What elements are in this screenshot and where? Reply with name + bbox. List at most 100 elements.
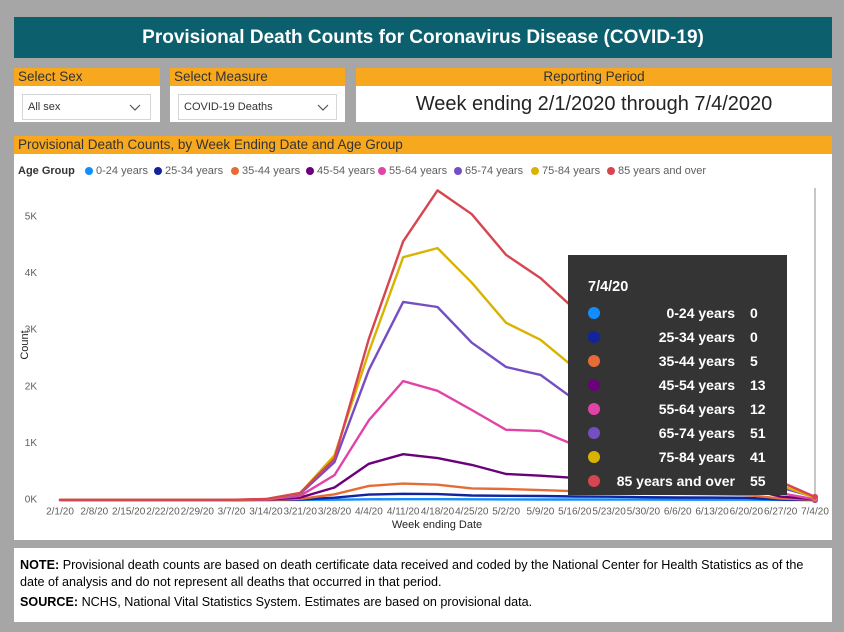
tooltip-row-value: 12: [750, 401, 766, 417]
tooltip-color-dot: [588, 403, 600, 415]
x-tick-label: 6/13/20: [695, 507, 729, 518]
tooltip-row: 65-74 years 51: [568, 422, 787, 444]
legend-dot: [607, 167, 615, 175]
note-text: Provisional death counts are based on de…: [20, 558, 804, 589]
tooltip-row-label: 45-54 years: [658, 377, 735, 393]
legend-dot: [231, 167, 239, 175]
tooltip-row-label: 0-24 years: [666, 305, 735, 321]
tooltip-row: 55-64 years 12: [568, 398, 787, 420]
chevron-down-icon[interactable]: [317, 104, 329, 111]
legend-label: 65-74 years: [465, 165, 524, 177]
x-tick-label: 7/4/20: [801, 507, 829, 518]
legend-item-0-24[interactable]: 0-24 years: [85, 163, 148, 179]
x-tick-label: 6/6/20: [664, 507, 692, 518]
tooltip-row-value: 0: [750, 305, 758, 321]
note-panel: NOTE: Provisional death counts are based…: [14, 548, 832, 622]
x-tick-label: 3/7/20: [218, 507, 246, 518]
y-tick-label: 1K: [25, 438, 38, 449]
x-tick-label: 2/22/20: [146, 507, 180, 518]
legend-item-85-plus[interactable]: 85 years and over: [607, 163, 706, 179]
tooltip-row-value: 41: [750, 449, 766, 465]
tooltip-row: 0-24 years 0: [568, 302, 787, 324]
tooltip-row-label: 75-84 years: [658, 449, 735, 465]
tooltip-row-value: 55: [750, 473, 766, 489]
x-axis-title: Week ending Date: [392, 519, 482, 531]
tooltip-row-label: 25-34 years: [658, 329, 735, 345]
x-tick-label: 6/27/20: [764, 507, 798, 518]
hover-marker-85-years-and-over: [812, 493, 818, 500]
y-axis-title: Count: [19, 330, 31, 359]
measure-dropdown-value: COVID-19 Deaths: [184, 101, 273, 113]
y-tick-label: 0K: [25, 495, 38, 506]
note-label: NOTE:: [20, 558, 60, 572]
x-tick-label: 4/25/20: [455, 507, 489, 518]
tooltip-color-dot: [588, 379, 600, 391]
x-tick-label: 5/30/20: [627, 507, 661, 518]
x-tick-label: 3/14/20: [249, 507, 283, 518]
sex-filter-header: Select Sex: [14, 68, 160, 86]
x-tick-label: 4/18/20: [421, 507, 455, 518]
measure-filter-card: Select Measure COVID-19 Deaths: [170, 68, 345, 122]
x-tick-label: 2/29/20: [181, 507, 215, 518]
legend-label: 35-44 years: [242, 165, 301, 177]
legend-title: Age Group: [18, 165, 75, 177]
legend-item-25-34[interactable]: 25-34 years: [154, 163, 223, 179]
tooltip-date: 7/4/20: [588, 279, 629, 295]
measure-filter-header: Select Measure: [170, 68, 345, 86]
chart-legend: Age Group 0-24 years 25-34 years 35-44 y…: [14, 163, 832, 179]
legend-item-65-74[interactable]: 65-74 years: [454, 163, 523, 179]
tooltip-row: 85 years and over 55: [568, 470, 787, 492]
reporting-period-card: Reporting Period Week ending 2/1/2020 th…: [356, 68, 832, 122]
legend-label: 25-34 years: [165, 165, 224, 177]
legend-label: 45-54 years: [317, 165, 376, 177]
legend-item-45-54[interactable]: 45-54 years: [306, 163, 375, 179]
x-tick-label: 5/16/20: [558, 507, 592, 518]
chart-title: Provisional Death Counts, by Week Ending…: [14, 136, 832, 154]
legend-dot: [85, 167, 93, 175]
tooltip-color-dot: [588, 355, 600, 367]
legend-dot: [454, 167, 462, 175]
tooltip-color-dot: [588, 331, 600, 343]
legend-dot: [306, 167, 314, 175]
x-tick-label: 6/20/20: [730, 507, 764, 518]
legend-item-55-64[interactable]: 55-64 years: [378, 163, 447, 179]
x-tick-label: 2/15/20: [112, 507, 146, 518]
tooltip-row: 75-84 years 41: [568, 446, 787, 468]
legend-item-75-84[interactable]: 75-84 years: [531, 163, 600, 179]
source-label: SOURCE:: [20, 595, 79, 609]
legend-label: 85 years and over: [618, 165, 707, 177]
dashboard-title: Provisional Death Counts for Coronavirus…: [14, 17, 832, 58]
legend-label: 55-64 years: [389, 165, 448, 177]
tooltip-row-value: 51: [750, 425, 766, 441]
legend-label: 0-24 years: [96, 165, 148, 177]
source-paragraph: SOURCE: NCHS, National Vital Statistics …: [20, 594, 826, 611]
y-tick-label: 2K: [25, 381, 38, 392]
note-paragraph: NOTE: Provisional death counts are based…: [20, 557, 826, 591]
y-tick-label: 3K: [25, 325, 38, 336]
tooltip-color-dot: [588, 475, 600, 487]
tooltip-row-value: 5: [750, 353, 758, 369]
tooltip-row: 35-44 years 5: [568, 350, 787, 372]
x-tick-label: 5/2/20: [492, 507, 520, 518]
tooltip-row-label: 85 years and over: [616, 473, 735, 489]
chart-tooltip: 7/4/20 0-24 years 0 25-34 years 0 35-44 …: [568, 255, 787, 495]
tooltip-row-label: 65-74 years: [658, 425, 735, 441]
reporting-period-value: Week ending 2/1/2020 through 7/4/2020: [415, 93, 773, 115]
sex-dropdown-value: All sex: [28, 101, 61, 113]
legend-dot: [531, 167, 539, 175]
x-tick-label: 5/23/20: [592, 507, 626, 518]
sex-dropdown[interactable]: All sex: [22, 94, 151, 120]
tooltip-row-value: 0: [750, 329, 758, 345]
source-text: NCHS, National Vital Statistics System. …: [81, 595, 533, 609]
x-tick-label: 3/21/20: [284, 507, 318, 518]
measure-dropdown[interactable]: COVID-19 Deaths: [178, 94, 337, 120]
reporting-period-header: Reporting Period: [356, 68, 832, 86]
y-tick-label: 4K: [25, 268, 38, 279]
legend-dot: [154, 167, 162, 175]
legend-label: 75-84 years: [542, 165, 601, 177]
legend-item-35-44[interactable]: 35-44 years: [231, 163, 300, 179]
chevron-down-icon[interactable]: [129, 104, 141, 111]
y-tick-label: 5K: [25, 212, 38, 223]
legend-dot: [378, 167, 386, 175]
